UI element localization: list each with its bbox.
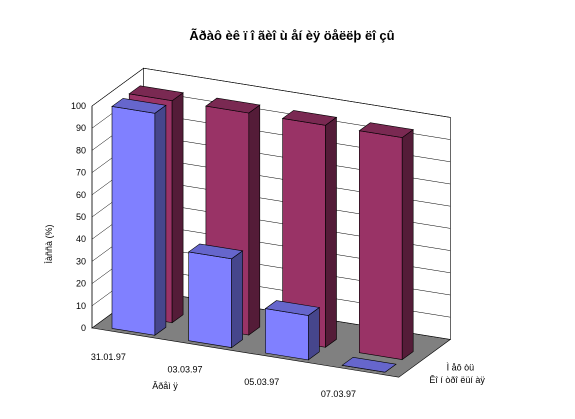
bar-top bbox=[281, 110, 338, 126]
y-tick-label: 0 bbox=[81, 323, 86, 333]
bar-top bbox=[187, 243, 244, 260]
bar-side bbox=[307, 306, 320, 361]
y-tick-label: 40 bbox=[76, 234, 86, 244]
bar-top bbox=[341, 356, 397, 373]
y-tick-label: 70 bbox=[76, 168, 86, 178]
y-tick-label: 90 bbox=[76, 123, 86, 133]
x-tick-label: 07.03.97 bbox=[321, 389, 356, 399]
axis-labels: 0 10 20 30 40 50 60 70 80 90 100 31.01.97 03.03.97 05… bbox=[71, 101, 485, 399]
y-tick-label: 10 bbox=[76, 301, 86, 311]
bar bbox=[341, 356, 397, 373]
y-tick-label: 80 bbox=[76, 145, 86, 155]
bar-top bbox=[358, 122, 414, 138]
chart-title: Ãðàô èê ï î ãèî ù åí èÿ öåëëþ ëî çû bbox=[189, 28, 394, 43]
bar-side bbox=[248, 104, 261, 336]
bar-top bbox=[264, 300, 321, 316]
bar bbox=[358, 122, 414, 361]
bar-top bbox=[111, 98, 167, 114]
series-label: Ì åô òü bbox=[447, 362, 475, 372]
bar-side bbox=[325, 116, 337, 348]
bar-side bbox=[154, 104, 167, 336]
bar-side bbox=[171, 92, 184, 324]
y-tick-label: 30 bbox=[76, 256, 86, 266]
x-tick-label: 31.01.97 bbox=[91, 352, 126, 362]
bar bbox=[111, 98, 167, 336]
gridline bbox=[91, 67, 451, 118]
bar bbox=[264, 300, 321, 361]
bar bbox=[187, 243, 244, 349]
bar-front bbox=[358, 130, 403, 360]
x-tick-label: 03.03.97 bbox=[168, 364, 203, 374]
y-tick-label: 100 bbox=[71, 101, 86, 111]
y-axis-title: Ìàññà (%) bbox=[44, 224, 54, 263]
bar-front bbox=[188, 251, 232, 348]
bar-front bbox=[265, 308, 309, 361]
x-axis-title: Âðåì ÿ bbox=[152, 381, 178, 391]
bar bbox=[281, 110, 338, 348]
y-tick-label: 50 bbox=[76, 212, 86, 222]
bars bbox=[111, 85, 414, 373]
bar-top bbox=[128, 85, 184, 102]
y-tick-label: 60 bbox=[76, 190, 86, 200]
bar-front bbox=[111, 106, 156, 336]
bar-side bbox=[231, 250, 243, 349]
bar-top bbox=[205, 97, 261, 114]
series-label: Êî í òðî ëüí àÿ bbox=[429, 375, 485, 385]
y-tick-label: 20 bbox=[76, 279, 86, 289]
bar-side bbox=[401, 129, 414, 361]
x-tick-label: 05.03.97 bbox=[244, 377, 279, 387]
